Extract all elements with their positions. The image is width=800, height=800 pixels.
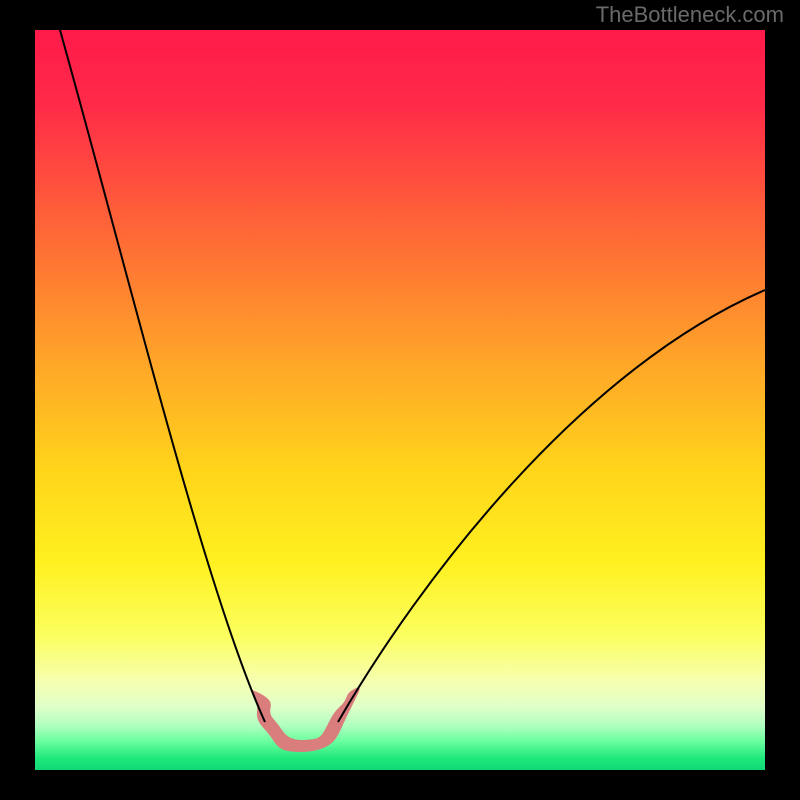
gradient-background bbox=[35, 30, 765, 770]
watermark-text: TheBottleneck.com bbox=[596, 2, 784, 28]
chart-container: TheBottleneck.com bbox=[0, 0, 800, 800]
chart-svg bbox=[0, 0, 800, 800]
